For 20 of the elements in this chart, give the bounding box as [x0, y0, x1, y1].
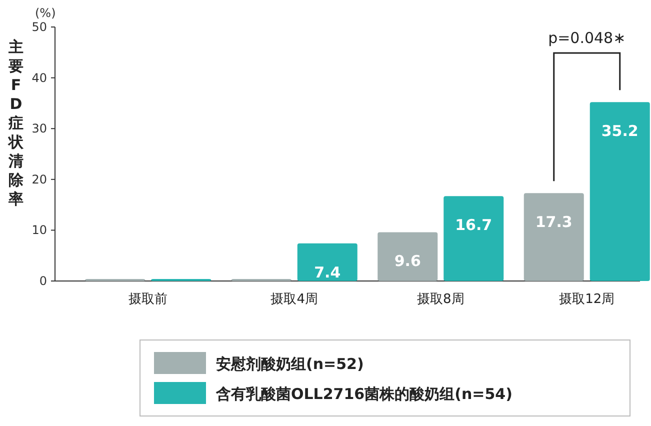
text: 主要FD症状清除率: [8, 38, 24, 208]
text: (%): [35, 6, 56, 20]
data-label: 9.6: [394, 252, 421, 270]
legend-label: 含有乳酸菌OLL2716菌株的酸奶组(n=54): [215, 385, 512, 403]
y-tick-label: 0: [39, 274, 47, 288]
y-tick-label: 30: [32, 122, 47, 136]
legend-label: 安慰剂酸奶组(n=52): [216, 355, 364, 373]
data-label: 17.3: [535, 213, 572, 232]
y-tick-label: 50: [32, 20, 47, 34]
x-tick-label: 摄取8周: [416, 292, 464, 307]
annotation: p=0.048∗: [548, 29, 626, 47]
y-tick-label: 40: [32, 70, 47, 85]
x-tick-label: 摄取4周: [270, 292, 318, 307]
data-label: 35.2: [601, 122, 638, 140]
y-tick-label: 10: [32, 223, 47, 238]
data-label: 7.4: [314, 263, 341, 282]
x-tick-label: 摄取12周: [559, 292, 615, 307]
x-tick-label: 摄取前: [128, 292, 168, 307]
data-label: 16.7: [455, 216, 492, 234]
y-tick-label: 20: [32, 172, 47, 186]
